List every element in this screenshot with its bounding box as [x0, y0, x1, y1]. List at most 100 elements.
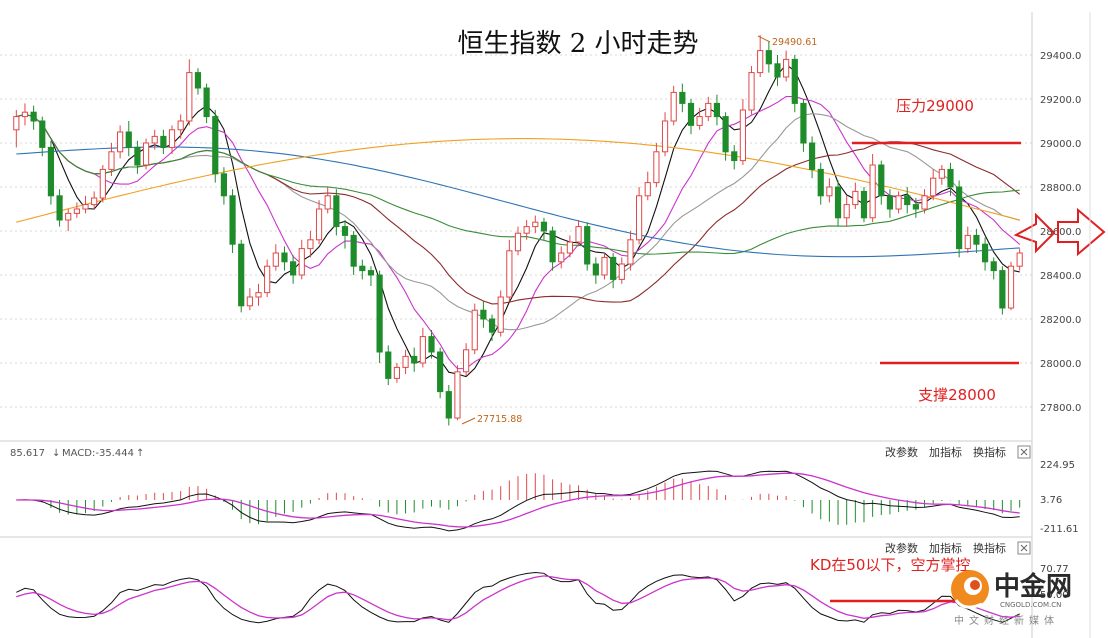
candle-body	[860, 190, 868, 219]
price-tick: 28800.0	[1040, 183, 1081, 194]
candle-body	[73, 208, 80, 214]
kd-panel: 70.77 50.00 KD在50以下，空方掌控	[16, 556, 1069, 624]
candle-body	[341, 226, 349, 236]
macd-tick: 224.95	[1040, 460, 1075, 471]
candle-body	[904, 195, 911, 206]
price-tick: 28000.0	[1040, 359, 1081, 370]
candle-body	[990, 261, 997, 272]
candle-body	[13, 116, 20, 131]
candle-body	[687, 102, 695, 126]
candle-body	[514, 232, 522, 252]
candle-body	[307, 239, 314, 250]
candle-body	[480, 309, 487, 320]
candle-body	[220, 173, 228, 197]
candle-body	[411, 355, 418, 364]
macd-toolbar: 改参数 加指标 换指标	[885, 445, 1031, 459]
candle-body	[39, 120, 46, 148]
ma250-line	[16, 138, 1020, 223]
support-label: 支撑28000	[918, 386, 996, 404]
candle-body	[843, 204, 850, 219]
candle-body	[800, 102, 807, 144]
moving-averages	[16, 63, 1021, 378]
candle-body	[203, 87, 210, 118]
candle-body	[783, 58, 790, 78]
candle-body	[1016, 252, 1023, 267]
change-params-button[interactable]: 改参数	[885, 445, 918, 459]
candle-body	[938, 168, 945, 179]
down-arrow-icon: ↓	[52, 448, 60, 459]
candle-body	[549, 230, 556, 263]
kd-tick: 70.77	[1040, 564, 1069, 575]
candle-body	[592, 263, 599, 276]
candle-body	[973, 234, 980, 245]
ma20-line	[16, 113, 1020, 331]
candle-body	[558, 252, 565, 263]
close-icon[interactable]	[1017, 445, 1031, 459]
cngold-logo: 中金网 CNGOLD.COM.CN 中文财经新媒体	[951, 570, 1072, 627]
kd-tick: 50.00	[1040, 590, 1069, 601]
candle-body	[99, 168, 106, 199]
candle-body	[679, 91, 686, 104]
candle-body	[661, 120, 669, 153]
candle-body	[644, 182, 651, 197]
switch-indicator-button[interactable]: 换指标	[973, 541, 1006, 555]
candle-body	[532, 221, 539, 228]
candle-body	[1007, 265, 1015, 309]
macd-tick: -211.61	[1040, 524, 1079, 535]
price-tick: 29400.0	[1040, 51, 1081, 62]
chart-title: 恒生指数 2 小时走势	[457, 29, 698, 59]
candle-body	[506, 250, 513, 298]
candle-body	[584, 226, 591, 265]
candle-body	[808, 142, 816, 170]
candle-body	[281, 252, 288, 263]
candle-body	[921, 195, 928, 210]
candle-body	[142, 142, 150, 166]
candle-body	[912, 204, 919, 210]
candle-body	[471, 309, 478, 351]
candle-body	[177, 120, 184, 131]
candle-body	[791, 58, 798, 104]
candle-body	[194, 72, 202, 89]
switch-indicator-button[interactable]: 换指标	[973, 445, 1006, 459]
arrow-right-icon	[1013, 212, 1056, 254]
candle-body	[333, 195, 340, 228]
candle-body	[705, 102, 712, 118]
candle-body	[817, 168, 824, 197]
candle-body	[212, 116, 219, 175]
candle-body	[186, 72, 193, 122]
candle-body	[30, 111, 37, 122]
add-indicator-button[interactable]: 加指标	[929, 541, 962, 555]
candle-body	[575, 226, 582, 243]
candle-body	[350, 234, 357, 267]
kd-k-line	[16, 571, 1020, 624]
close-icon[interactable]	[1017, 541, 1031, 555]
candle-body	[298, 248, 305, 276]
candle-body	[168, 129, 176, 148]
change-params-button[interactable]: 改参数	[885, 541, 918, 555]
candle-body	[601, 256, 608, 276]
candle-body	[367, 270, 375, 276]
candle-body	[947, 168, 954, 188]
candle-body	[670, 91, 677, 122]
kd-d-line	[16, 575, 1020, 621]
price-grid	[0, 54, 1032, 408]
candle-body	[731, 151, 738, 162]
up-arrow-icon: ↑	[136, 448, 144, 459]
candle-body	[82, 204, 89, 210]
candle-body	[246, 296, 253, 307]
candle-body	[540, 221, 548, 232]
candle-body	[324, 195, 331, 210]
candle-body	[635, 195, 643, 241]
candle-body	[238, 243, 245, 307]
candle-body	[566, 241, 573, 254]
add-indicator-button[interactable]: 加指标	[929, 445, 962, 459]
candle-body	[290, 261, 297, 276]
candle-body	[610, 256, 617, 280]
candle-body	[834, 186, 842, 219]
candle-body	[125, 131, 132, 148]
candle-body	[653, 151, 660, 184]
candle-body	[757, 50, 764, 74]
price-tick: 28200.0	[1040, 315, 1081, 326]
price-tick: 29200.0	[1040, 95, 1081, 106]
candle-body	[21, 111, 29, 118]
